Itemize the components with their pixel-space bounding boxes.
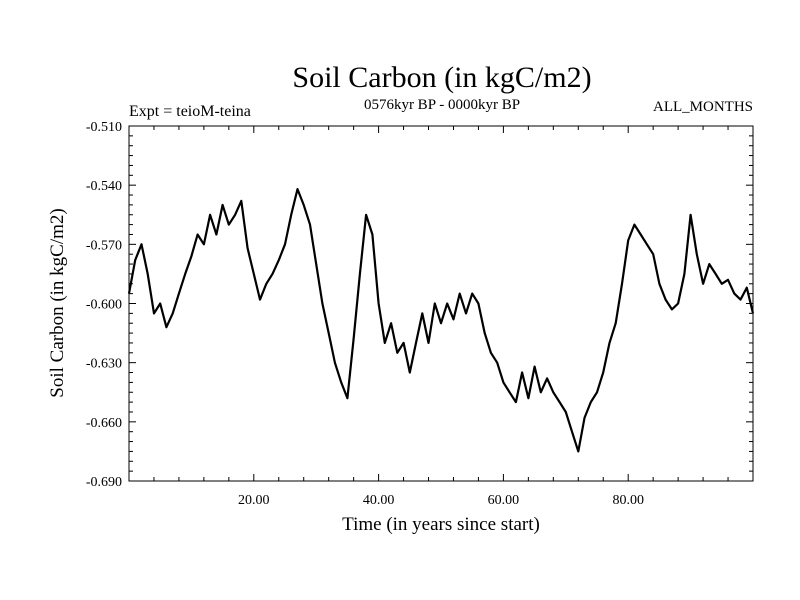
y-tick-label: -0.630 xyxy=(86,357,122,372)
y-tick-label: -0.660 xyxy=(86,416,122,431)
x-tick-label: 40.00 xyxy=(363,493,395,508)
chart-subtitle: 0576kyr BP - 0000kyr BP xyxy=(364,97,520,113)
y-tick-label: -0.540 xyxy=(86,179,122,194)
soil-carbon-line xyxy=(127,188,755,453)
y-tick-label: -0.690 xyxy=(86,475,122,490)
x-tick-label: 60.00 xyxy=(488,493,520,508)
chart-title: Soil Carbon (in kgC/m2) xyxy=(292,61,591,94)
experiment-label: Expt = teioM-teina xyxy=(129,103,251,120)
x-axis-label: Time (in years since start) xyxy=(342,514,540,535)
plot-frame xyxy=(128,125,754,482)
y-axis-ticks: -0.510 -0.540 -0.570 -0.600 -0.630 -0.660 -0.6… xyxy=(86,120,753,490)
y-tick-label: -0.570 xyxy=(86,238,122,253)
y-axis-label: Soil Carbon (in kgC/m2) xyxy=(47,208,68,397)
months-label: ALL_MONTHS xyxy=(653,99,753,115)
y-tick-label: -0.510 xyxy=(86,120,122,135)
y-tick-label: -0.600 xyxy=(86,298,122,313)
x-axis-ticks: 20.00 40.00 60.00 80.00 xyxy=(153,126,729,508)
x-tick-label: 80.00 xyxy=(612,493,644,508)
x-tick-label: 20.00 xyxy=(238,493,270,508)
